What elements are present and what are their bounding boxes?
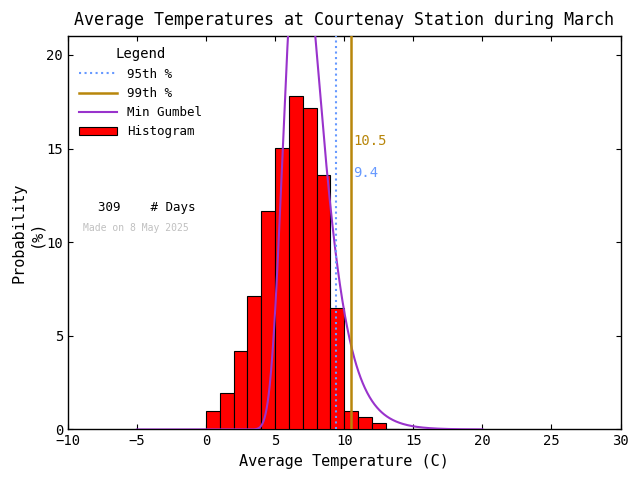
Bar xyxy=(303,108,317,430)
Bar xyxy=(206,411,220,430)
Bar xyxy=(248,296,261,430)
Bar xyxy=(275,148,289,430)
Bar xyxy=(330,308,344,430)
Text: Made on 8 May 2025: Made on 8 May 2025 xyxy=(83,223,189,233)
Legend: 95th %, 99th %, Min Gumbel, Histogram: 95th %, 99th %, Min Gumbel, Histogram xyxy=(74,42,207,144)
Bar xyxy=(261,211,275,430)
Bar xyxy=(234,350,248,430)
Bar xyxy=(220,393,234,430)
Text: 10.5: 10.5 xyxy=(353,134,387,148)
Text: 309    # Days: 309 # Days xyxy=(83,201,195,214)
Bar xyxy=(372,423,386,430)
Text: 9.4: 9.4 xyxy=(353,166,378,180)
X-axis label: Average Temperature (C): Average Temperature (C) xyxy=(239,454,449,469)
Y-axis label: Probability
(%): Probability (%) xyxy=(11,183,44,283)
Bar xyxy=(289,96,303,430)
Bar xyxy=(317,175,330,430)
Bar xyxy=(344,411,358,430)
Bar xyxy=(358,417,372,430)
Title: Average Temperatures at Courtenay Station during March: Average Temperatures at Courtenay Statio… xyxy=(74,11,614,29)
